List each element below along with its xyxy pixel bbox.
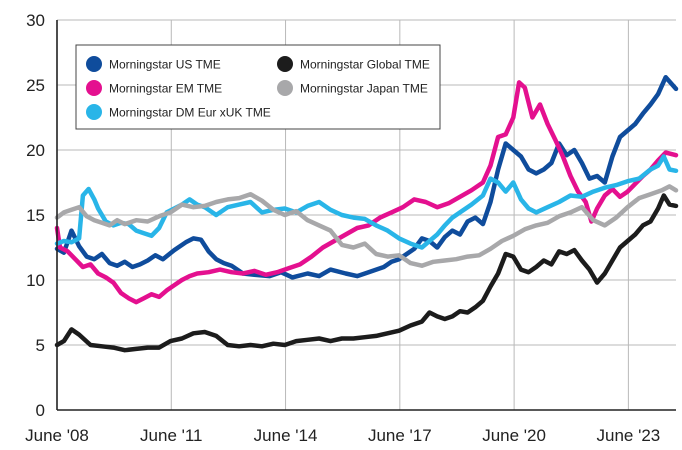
series-line-2	[54, 80, 679, 305]
legend: Morningstar US TME Morningstar EM TME Morn…	[75, 44, 441, 130]
legend-marker	[86, 104, 102, 120]
y-tick-label: 20	[26, 141, 45, 160]
series-lines	[54, 74, 679, 353]
y-tick-label: 0	[36, 401, 45, 420]
y-tick-label: 10	[26, 271, 45, 290]
x-tick-label: June '14	[254, 426, 318, 445]
legend-label: Morningstar US TME	[109, 58, 221, 72]
y-tick-label: 5	[36, 336, 45, 355]
legend-marker	[86, 56, 102, 72]
legend-label: Morningstar Japan TME	[300, 82, 428, 96]
series-line-3	[54, 154, 679, 250]
x-tick-label: June '23	[597, 426, 661, 445]
y-tick-label: 25	[26, 76, 45, 95]
x-tick-label: June '11	[140, 426, 202, 445]
series-line-4	[54, 193, 679, 353]
legend-label: Morningstar EM TME	[109, 82, 222, 96]
axes: 0 5 10 15 20 25 30 June '08 June '11 June '14 June…	[25, 11, 676, 445]
x-tick-label: June '20	[482, 426, 546, 445]
y-tick-label: 30	[26, 11, 45, 30]
x-tick-label: June '08	[25, 426, 89, 445]
series-line-5	[54, 184, 679, 268]
x-tick-label: June '17	[368, 426, 432, 445]
legend-box	[75, 44, 441, 130]
series-line-1	[54, 74, 679, 280]
y-tick-label: 15	[26, 206, 45, 225]
legend-marker	[277, 80, 293, 96]
legend-label: Morningstar Global TME	[300, 58, 430, 72]
legend-label: Morningstar DM Eur xUK TME	[109, 106, 271, 120]
legend-marker	[86, 80, 102, 96]
legend-marker	[277, 56, 293, 72]
